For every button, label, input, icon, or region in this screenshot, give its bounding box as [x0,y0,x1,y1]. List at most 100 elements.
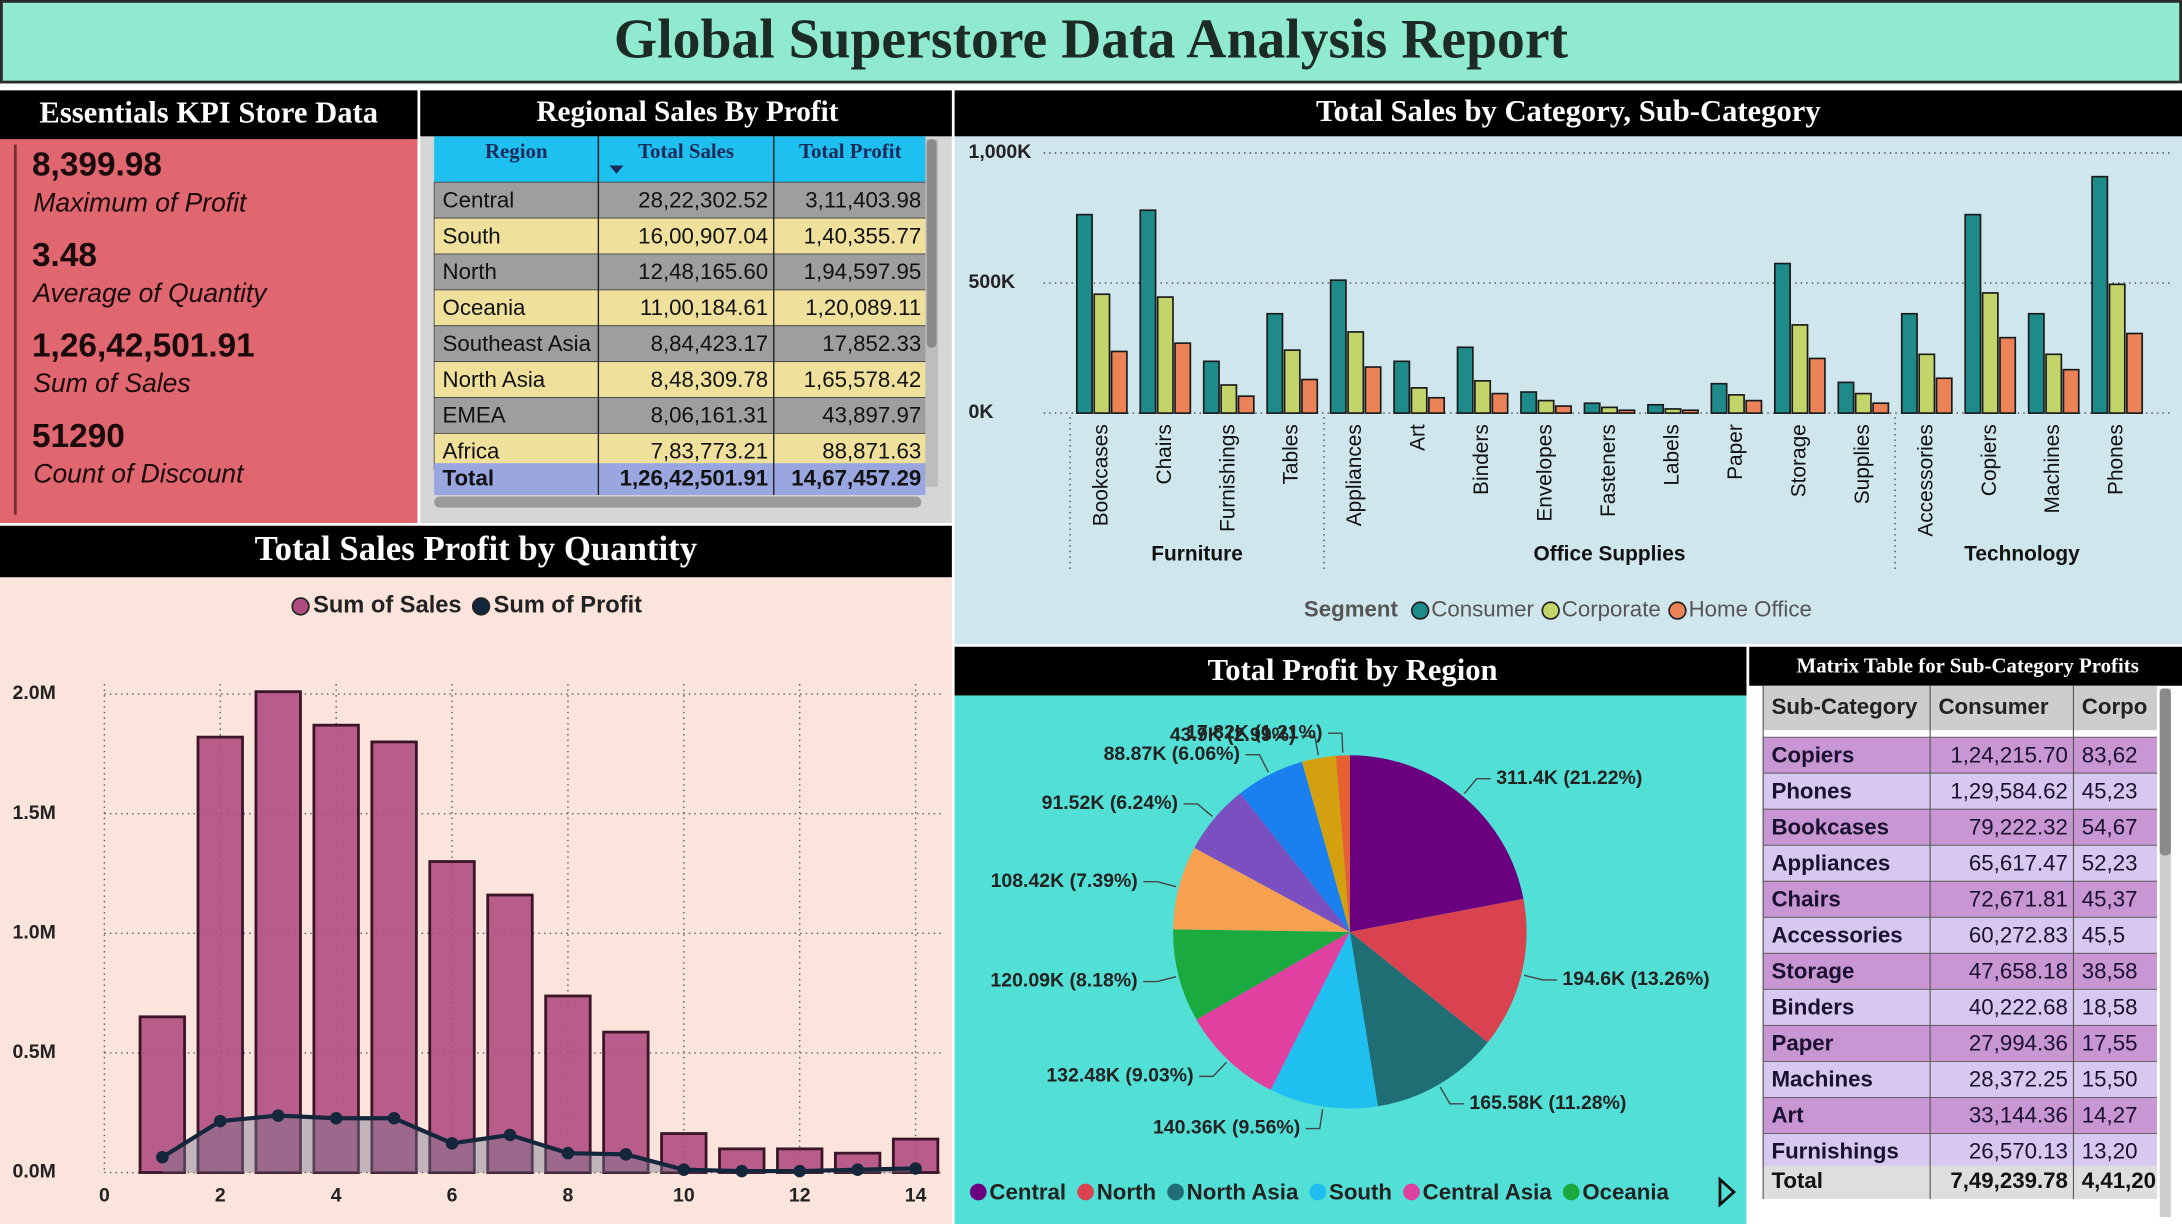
bar [1837,381,1855,414]
table-cell: 1,94,597.95 [804,259,922,284]
region-hscroll[interactable] [434,496,922,508]
table-cell: 3,11,403.98 [805,187,921,212]
matrix-cell: 83,62 [2082,742,2138,767]
bar [1364,366,1382,414]
matrix-cell: 54,67 [2082,815,2138,840]
bar [2027,312,2045,414]
leader-line [1183,803,1213,817]
matrix-cell: Accessories [1771,923,1902,948]
data-label: 165.58K (11.28%) [1469,1092,1626,1114]
x-tick-label: 10 [673,1184,695,1206]
column-header: Total Sales [638,139,734,163]
matrix-cell: Storage [1771,959,1854,984]
bar [2045,353,2063,414]
matrix-cell: Appliances [1771,851,1890,876]
bar [1999,336,2017,414]
category-chart: 0K 500K 1,000K Bookcases Chairs Furnishings Ta… [969,141,2171,621]
table-cell: 28,22,302.52 [638,187,768,212]
leader-line [1245,754,1269,773]
bar [1935,377,1953,414]
matrix-row [1762,952,2157,990]
x-tick-label: Fasteners [1597,424,1620,517]
bar [1410,387,1428,414]
pie-slice [1349,755,1524,932]
bar [1554,405,1572,414]
data-label: 120.09K (8.18%) [990,970,1137,992]
table-row [433,181,926,219]
y-tick-label: 0.5M [13,1041,56,1063]
x-tick-label: Furnishings [1216,424,1239,532]
table-cell: EMEA [443,403,506,428]
bar [1727,394,1745,414]
y-tick-label: 1.5M [13,802,56,824]
pie-slice [1302,755,1350,932]
pie-slice [1240,761,1350,932]
matrix-cell: 45,5 [2082,923,2125,948]
matrix-cell: 27,994.36 [1969,1031,2068,1056]
pie-slice [1194,793,1350,932]
legend-next-arrow[interactable] [1718,1176,1736,1208]
matrix-cell: Binders [1771,995,1854,1020]
pie-slice [1196,931,1350,1090]
leader-line [1523,974,1557,981]
table-cell: North [443,259,497,284]
matrix-scroll-thumb[interactable] [2159,688,2171,856]
x-tick-label: Tables [1280,424,1303,484]
x-tick-label: Machines [2041,424,2064,513]
matrix-total-cell: 7,49,239.78 [1950,1168,2068,1193]
bar [370,740,418,1174]
x-tick-label: Paper [1724,424,1747,480]
table-cell: South [443,223,501,248]
group-label: Technology [1964,542,2080,565]
table-row [433,397,926,434]
data-label: 311.4K (21.22%) [1496,767,1642,789]
line-point [387,1111,401,1125]
line-point [677,1163,691,1176]
line-point [329,1111,343,1125]
bar [196,735,244,1174]
group-label: Furniture [1151,542,1243,565]
bar [1918,353,1936,414]
bar [1981,292,1999,414]
legend-label: Sum of Profit [494,593,643,619]
leader-line [1143,976,1177,983]
matrix-cell: 17,55 [2082,1031,2138,1056]
group-label: Office Supplies [1534,542,1686,565]
legend-swatch [1541,601,1560,620]
quantity-title: Total Sales Profit by Quantity [255,529,698,568]
kpi-label: Average of Quantity [31,278,268,308]
legend-label: Oceania [1582,1179,1669,1204]
x-tick-label: 2 [215,1184,226,1206]
table-row [433,253,926,291]
bar [1156,296,1174,414]
line-point [271,1109,285,1122]
region-title: Regional Sales By Profit [536,96,838,128]
x-tick-label: Envelopes [1534,424,1557,521]
sort-indicator [609,165,624,174]
table-cell: 12,48,165.60 [638,259,768,284]
matrix-total-cell: Total [1771,1168,1823,1193]
x-tick-label: Labels [1660,424,1683,485]
region-scroll-thumb[interactable] [926,139,937,348]
table-header-row [434,136,926,183]
matrix-cell: 72,671.81 [1969,887,2068,912]
leader-line [1143,881,1177,888]
legend-label: South [1329,1179,1392,1204]
matrix-row [1762,772,2157,810]
matrix-table: Sub-Category Consumer Corpo Copiers 1,24,215… [1762,685,2157,1199]
matrix-row [1762,736,2157,774]
table-row [433,289,926,327]
legend-swatch [1309,1183,1327,1201]
matrix-cell: Phones [1771,778,1851,803]
bar [1139,209,1157,414]
matrix-cell: 13,20 [2082,1139,2138,1164]
matrix-cell: Paper [1771,1031,1833,1056]
data-label: 194.6K (13.26%) [1562,968,1709,990]
bar [1520,391,1538,414]
legend-label: Central [989,1179,1066,1204]
pie-slice [1335,755,1350,932]
leader-line [1300,735,1319,756]
bar [1537,399,1555,414]
legend-swatch [1403,1183,1420,1201]
bar [1329,279,1347,414]
